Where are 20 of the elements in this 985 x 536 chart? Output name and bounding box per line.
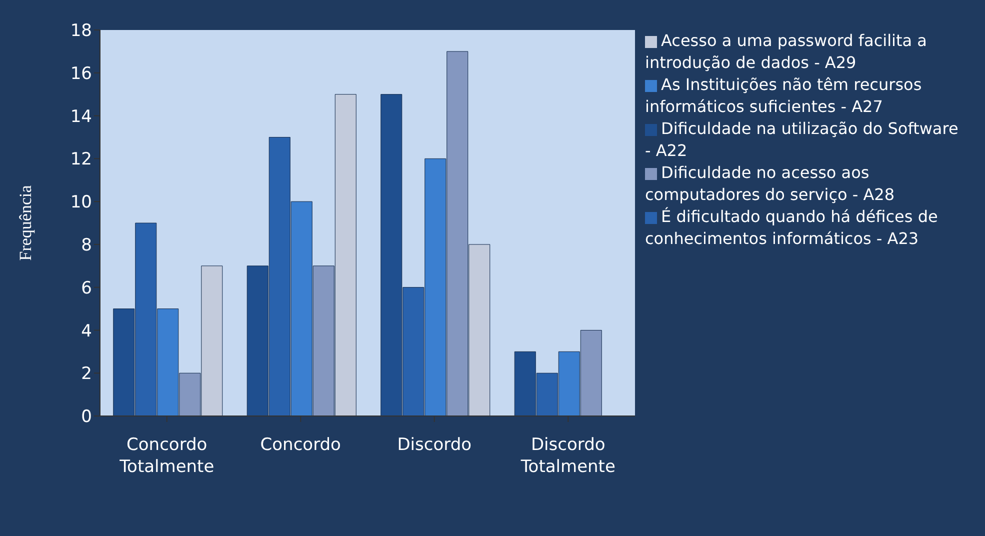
y-tick-label: 12 xyxy=(70,150,92,170)
legend-label: Dificuldade na utilização do Software - A22 xyxy=(645,119,958,160)
legend-label: Dificuldade no acesso aos computadores do serviço - A28 xyxy=(645,163,895,204)
x-tick-label: Discordo xyxy=(397,435,472,455)
x-tick-label: Concordo xyxy=(260,435,341,455)
y-tick-label: 4 xyxy=(81,321,92,342)
legend-label: Acesso a uma password facilita a introdução de dados - A29 xyxy=(645,31,927,72)
y-tick-label: 14 xyxy=(70,106,92,127)
x-tick-label: Discordo Totalmente xyxy=(520,435,616,477)
y-tick-label: 6 xyxy=(81,278,92,298)
y-tick-label: 18 xyxy=(70,21,92,42)
y-tick-label: 2 xyxy=(81,364,92,384)
y-tick-label: 0 xyxy=(81,407,92,428)
y-tick-label: 10 xyxy=(70,192,92,213)
legend-label: É dificultado quando há défices de conhecimentos informáticos - A23 xyxy=(645,207,938,248)
y-axis-title: Frequência xyxy=(16,184,36,261)
x-tick-label: Concordo Totalmente xyxy=(118,435,214,477)
y-tick-label: 8 xyxy=(81,235,92,256)
legend-label: As Instituições não têm recursos informáticos suficientes - A27 xyxy=(645,75,922,116)
y-tick-label: 16 xyxy=(70,64,92,84)
